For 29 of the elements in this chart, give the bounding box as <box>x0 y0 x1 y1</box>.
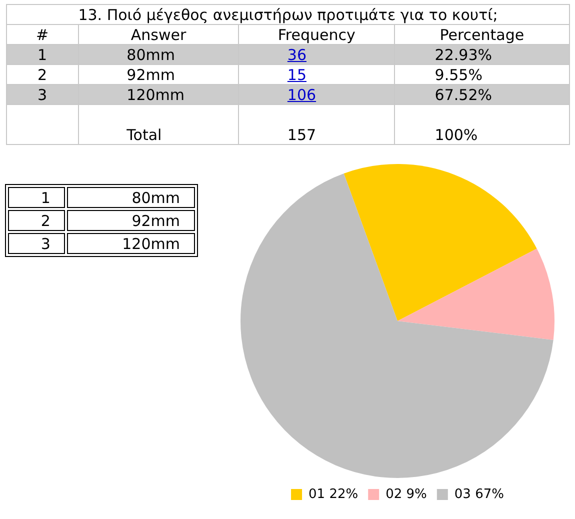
text: 157 <box>238 104 394 144</box>
text: 1 <box>6 44 78 64</box>
text: 3 <box>6 84 78 104</box>
text: 80mm <box>78 44 239 64</box>
text: # <box>6 24 78 44</box>
legend-label: 03 67% <box>454 486 504 502</box>
text: 3 <box>8 233 66 254</box>
text: 92mm <box>78 64 239 84</box>
text: 9.55% <box>394 64 570 84</box>
text: 36 <box>287 46 306 64</box>
text: 2 <box>8 210 66 231</box>
text: Percentage <box>394 24 570 44</box>
text: 2 <box>6 64 78 84</box>
text: 120mm <box>78 84 239 104</box>
text: 120mm <box>67 233 195 254</box>
text: 100% <box>394 104 570 144</box>
text: 22.93% <box>394 44 570 64</box>
text: Answer <box>78 24 239 44</box>
text: 80mm <box>67 187 195 208</box>
text: 67.52% <box>394 84 570 104</box>
chart-title: 13. Ποιό μέγεθος ανεμιστήρων προτιμάτε για το κουτί; <box>6 4 570 24</box>
text: 106 <box>287 86 316 104</box>
text: Frequency <box>238 24 394 44</box>
text: 92mm <box>67 210 195 231</box>
legend-label: 01 22% <box>308 486 358 502</box>
text: 15 <box>287 66 306 84</box>
text: Total <box>78 104 239 144</box>
text: 1 <box>8 187 66 208</box>
legend-label: 02 9% <box>386 486 427 502</box>
